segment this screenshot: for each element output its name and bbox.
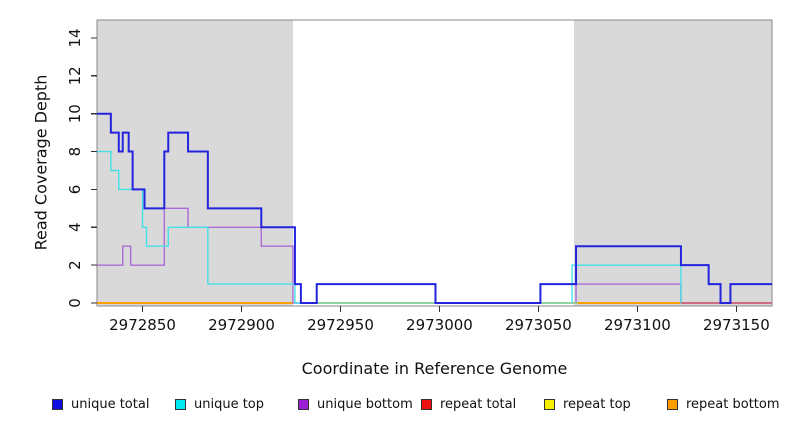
legend-swatch-unique-top <box>175 399 186 410</box>
legend-swatch-unique-total <box>52 399 63 410</box>
x-axis-title: Coordinate in Reference Genome <box>301 359 568 378</box>
series-line-unique-total <box>97 112 772 304</box>
x-tick-label: 2973150 <box>703 316 770 334</box>
series-line-unique-top <box>97 150 772 304</box>
repeat-region-right <box>574 20 772 306</box>
legend-item-repeat-total: repeat total <box>421 397 544 412</box>
legend-item-repeat-top: repeat top <box>544 397 667 412</box>
y-tick-label: 14 <box>66 28 84 47</box>
x-tick-label: 2973000 <box>406 316 473 334</box>
legend-swatch-unique-bottom <box>298 399 309 410</box>
legend-item-unique-total: unique total <box>52 397 175 412</box>
x-tick-label: 2972900 <box>208 316 275 334</box>
legend-label-unique-total: unique total <box>71 397 150 412</box>
series-line-unique-bottom <box>97 207 772 304</box>
y-tick-label: 12 <box>66 66 84 85</box>
legend-swatch-repeat-top <box>544 399 555 410</box>
legend: unique total unique top unique bottom repea… <box>52 397 790 412</box>
y-tick-label: 2 <box>66 260 84 270</box>
legend-label-repeat-top: repeat top <box>563 397 631 412</box>
y-tick-label: 6 <box>66 185 84 195</box>
legend-label-repeat-bottom: repeat bottom <box>686 397 780 412</box>
x-tick-label: 2973100 <box>604 316 671 334</box>
legend-item-repeat-bottom: repeat bottom <box>667 397 790 412</box>
legend-swatch-repeat-total <box>421 399 432 410</box>
y-tick-label: 8 <box>66 147 84 157</box>
legend-item-unique-bottom: unique bottom <box>298 397 421 412</box>
y-tick-label: 4 <box>66 223 84 233</box>
y-axis-title: Read Coverage Depth <box>31 74 51 251</box>
x-tick-label: 2972850 <box>109 316 176 334</box>
plot-box <box>96 19 773 307</box>
x-tick-label: 2973050 <box>505 316 572 334</box>
y-tick-label: 0 <box>66 298 84 308</box>
legend-item-unique-top: unique top <box>175 397 298 412</box>
legend-swatch-repeat-bottom <box>667 399 678 410</box>
repeat-region-left <box>97 20 293 306</box>
legend-label-unique-bottom: unique bottom <box>317 397 413 412</box>
legend-label-unique-top: unique top <box>194 397 265 412</box>
x-tick-label: 2972950 <box>307 316 374 334</box>
legend-label-repeat-total: repeat total <box>440 397 517 412</box>
y-tick-label: 10 <box>66 104 84 123</box>
